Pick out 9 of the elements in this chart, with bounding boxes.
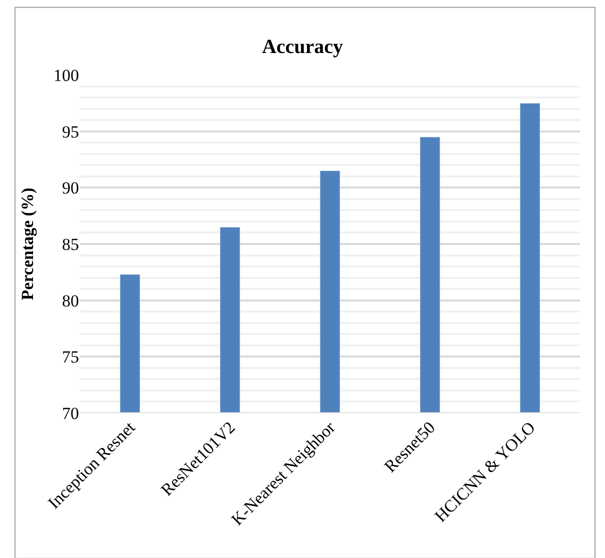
y-tick-label: 100 bbox=[54, 66, 79, 85]
y-tick-label: 85 bbox=[62, 234, 79, 254]
y-tick-label: 80 bbox=[62, 291, 79, 310]
y-tick-label: 70 bbox=[62, 404, 79, 423]
y-axis-title: Percentage (%) bbox=[18, 188, 38, 300]
chart-title: Accuracy bbox=[262, 36, 344, 58]
y-tick-label: 95 bbox=[62, 122, 79, 142]
y-tick-label: 90 bbox=[62, 178, 79, 198]
y-tick-label: 75 bbox=[62, 348, 79, 367]
